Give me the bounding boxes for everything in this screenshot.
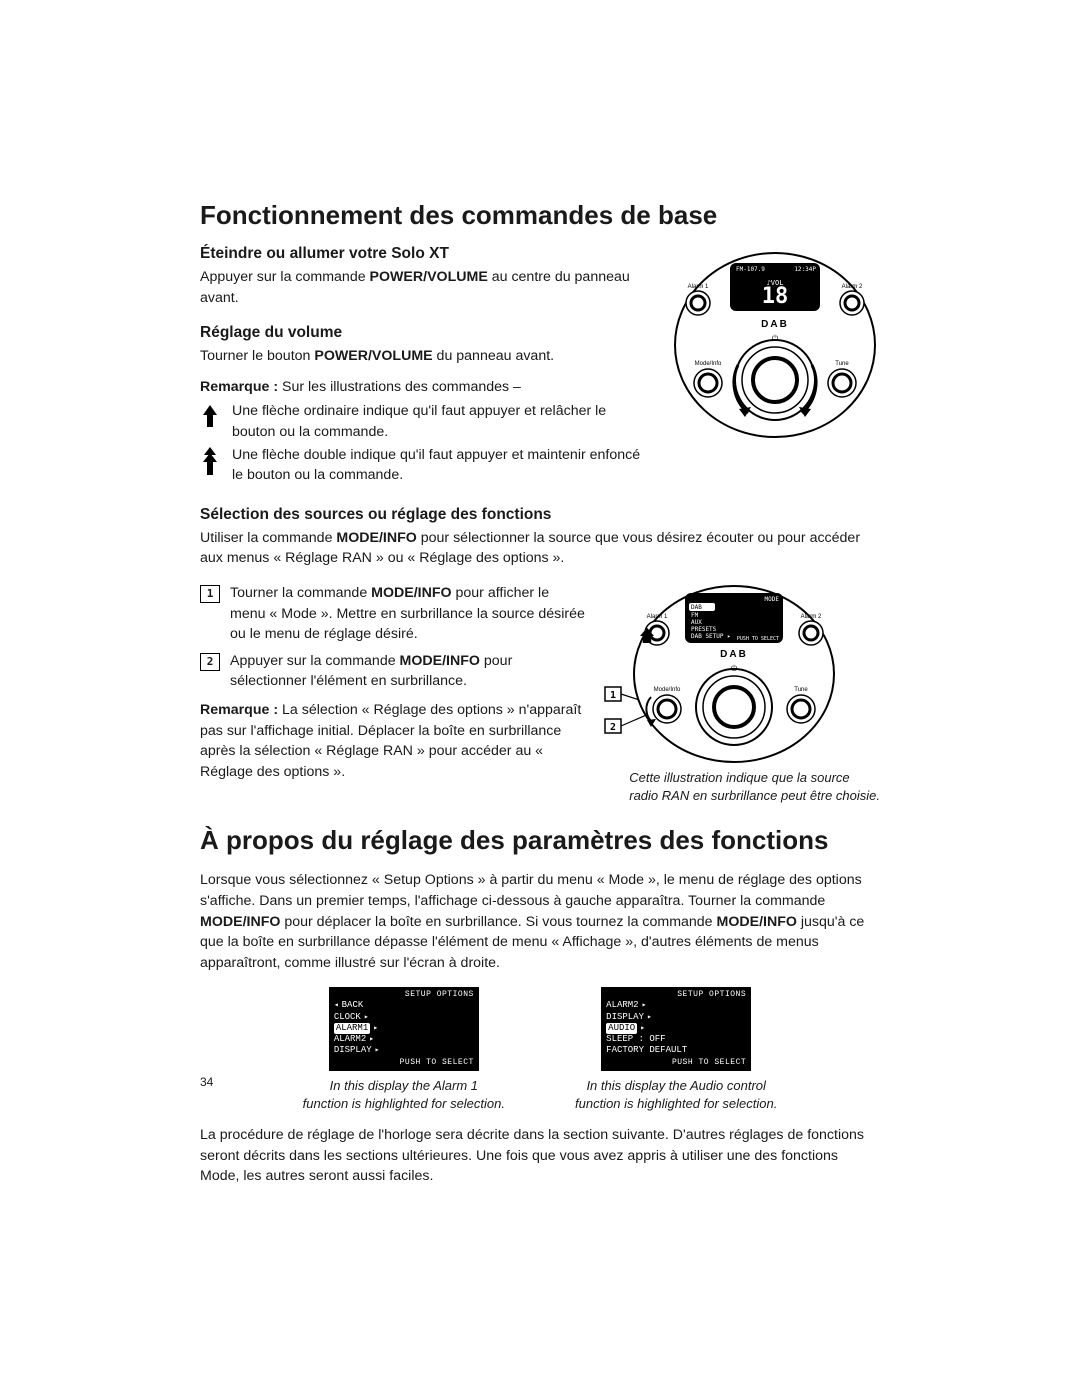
lcd-row: ALARM2 [334, 1034, 474, 1045]
step-number-1: 1 [200, 585, 220, 603]
arrow-legend: Une flèche ordinaire indique qu'il faut … [200, 401, 652, 485]
svg-text:18: 18 [762, 284, 789, 309]
lcd-row: DISPLAY [334, 1045, 474, 1056]
sub3-intro-a: Utiliser la commande [200, 530, 336, 546]
lcd-row: AUDIO [606, 1023, 746, 1034]
sub2-text: Tourner le bouton POWER/VOLUME du pannea… [200, 346, 652, 367]
svg-text:1: 1 [610, 690, 616, 701]
sub1-heading: Éteindre ou allumer votre Solo XT [200, 245, 652, 263]
svg-text:Alarm 2: Alarm 2 [801, 614, 822, 620]
sub3-note: Remarque : La sélection « Réglage des op… [200, 700, 585, 782]
svg-text:PRESETS: PRESETS [691, 626, 717, 633]
note-text: Sur les illustrations des commandes – [278, 379, 521, 395]
sub1-text-a: Appuyer sur la commande [200, 269, 370, 285]
lcd-row: DISPLAY [606, 1012, 746, 1023]
lcd1-caption: In this display the Alarm 1 function is … [303, 1077, 505, 1113]
step-number-2: 2 [200, 653, 220, 671]
steps-list: 1 Tourner la commande MODE/INFO pour aff… [200, 583, 585, 692]
sub1-text: Appuyer sur la commande POWER/VOLUME au … [200, 267, 652, 308]
svg-text:AUX: AUX [691, 619, 702, 626]
lcd-screenshots: SETUP OPTIONS BACKCLOCKALARM1ALARM2DISPL… [200, 987, 880, 1113]
svg-text:Mode/Info: Mode/Info [654, 687, 681, 693]
panel2-figure: 1 2 MODE DAB FM AUX PRESETS DAB SETUP ▸ [603, 579, 880, 805]
panel2-caption: Cette illustration indique que la source… [629, 769, 880, 805]
sub2-text-bold: POWER/VOLUME [314, 348, 432, 364]
svg-text:Tune: Tune [795, 687, 809, 693]
sub3-intro-bold: MODE/INFO [336, 530, 416, 546]
lcd-screenshot-1: SETUP OPTIONS BACKCLOCKALARM1ALARM2DISPL… [329, 987, 479, 1070]
panel1-figure: FM-107.9 12:34P ♪VOL 18 DAB Alarm 1 Alar… [670, 245, 880, 498]
page-number: 34 [200, 1075, 213, 1089]
svg-text:FM-107.9: FM-107.9 [736, 266, 765, 273]
svg-text:DAB: DAB [720, 649, 748, 660]
lcd-row: FACTORY DEFAULT [606, 1045, 746, 1056]
svg-text:FM: FM [691, 612, 699, 619]
section2-heading: À propos du réglage des paramètres des f… [200, 825, 880, 856]
section2-p2: La procédure de réglage de l'horloge ser… [200, 1125, 880, 1187]
svg-text:⏻: ⏻ [731, 664, 738, 673]
svg-text:DAB SETUP ▸: DAB SETUP ▸ [691, 633, 731, 640]
svg-text:DAB: DAB [761, 319, 789, 330]
sub2-text-c: du panneau avant. [433, 348, 555, 364]
note-label: Remarque : [200, 379, 278, 395]
lcd-row: ALARM1 [334, 1023, 474, 1034]
lcd2-caption: In this display the Audio control functi… [575, 1077, 777, 1113]
section2-p1: Lorsque vous sélectionnez « Setup Option… [200, 870, 880, 973]
arrow2-text: Une flèche double indique qu'il faut app… [232, 445, 652, 486]
svg-text:Alarm 1: Alarm 1 [688, 284, 709, 290]
svg-text:DAB: DAB [691, 604, 702, 611]
arrow1-text: Une flèche ordinaire indique qu'il faut … [232, 401, 652, 442]
section1-heading: Fonctionnement des commandes de base [200, 200, 880, 231]
svg-text:Mode/Info: Mode/Info [695, 361, 722, 367]
sub3-heading: Sélection des sources ou réglage des fon… [200, 506, 880, 524]
sub2-text-a: Tourner le bouton [200, 348, 314, 364]
svg-text:12:34P: 12:34P [794, 266, 816, 273]
lcd-row: BACK [334, 1000, 474, 1011]
lcd-row: ALARM2 [606, 1000, 746, 1011]
double-arrow-icon [200, 447, 222, 486]
sub1-text-bold: POWER/VOLUME [370, 269, 488, 285]
step1-text: Tourner la commande MODE/INFO pour affic… [230, 583, 585, 645]
svg-text:⏻: ⏻ [772, 334, 779, 343]
svg-text:2: 2 [610, 722, 616, 733]
svg-text:Alarm 2: Alarm 2 [842, 284, 863, 290]
sub3-intro: Utiliser la commande MODE/INFO pour séle… [200, 528, 880, 569]
lcd-screenshot-2: SETUP OPTIONS ALARM2DISPLAYAUDIOSLEEP : … [601, 987, 751, 1070]
single-arrow-icon [200, 403, 222, 442]
lcd-row: SLEEP : OFF [606, 1034, 746, 1045]
sub2-note: Remarque : Sur les illustrations des com… [200, 377, 652, 398]
step2-text: Appuyer sur la commande MODE/INFO pour s… [230, 651, 585, 692]
lcd-row: CLOCK [334, 1012, 474, 1023]
svg-text:MODE: MODE [765, 596, 780, 603]
svg-text:PUSH TO SELECT: PUSH TO SELECT [737, 636, 779, 642]
manual-page: Fonctionnement des commandes de base Éte… [0, 0, 1080, 1397]
svg-text:Tune: Tune [835, 361, 849, 367]
sub2-heading: Réglage du volume [200, 324, 652, 342]
svg-text:Alarm 1: Alarm 1 [647, 614, 668, 620]
